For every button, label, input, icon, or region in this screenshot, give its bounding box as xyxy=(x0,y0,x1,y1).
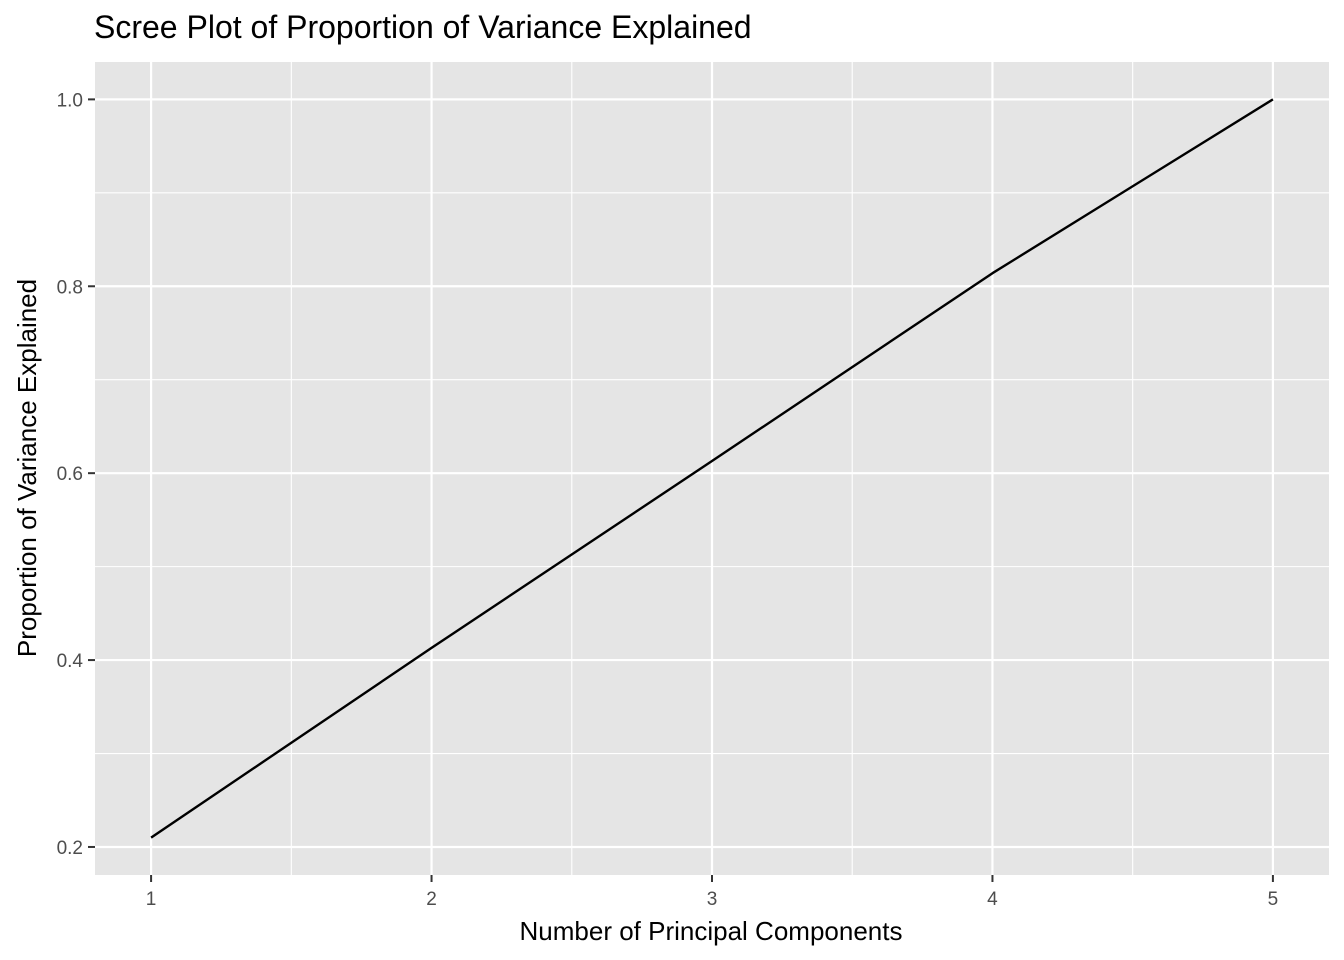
y-axis-title: Proportion of Variance Explained xyxy=(12,279,42,657)
y-tick-label: 0.2 xyxy=(57,838,83,859)
major-gridlines xyxy=(95,62,1329,875)
chart-title: Scree Plot of Proportion of Variance Exp… xyxy=(94,9,752,45)
x-tick-label: 1 xyxy=(146,889,157,910)
y-tick-label: 0.8 xyxy=(57,277,83,298)
x-tick-label: 4 xyxy=(987,889,998,910)
y-axis: 0.2 0.4 0.6 0.8 1.0 xyxy=(57,90,95,859)
x-axis-title: Number of Principal Components xyxy=(520,916,903,946)
x-tick-label: 2 xyxy=(426,889,437,910)
y-tick-label: 0.4 xyxy=(57,651,84,672)
x-axis: 1 2 3 4 5 xyxy=(146,875,1278,910)
series-layer xyxy=(150,98,1274,839)
series-line xyxy=(150,98,1274,839)
y-tick-label: 1.0 xyxy=(57,90,83,111)
x-tick-label: 3 xyxy=(707,889,718,910)
x-tick-label: 5 xyxy=(1268,889,1279,910)
y-tick-label: 0.6 xyxy=(57,464,83,485)
